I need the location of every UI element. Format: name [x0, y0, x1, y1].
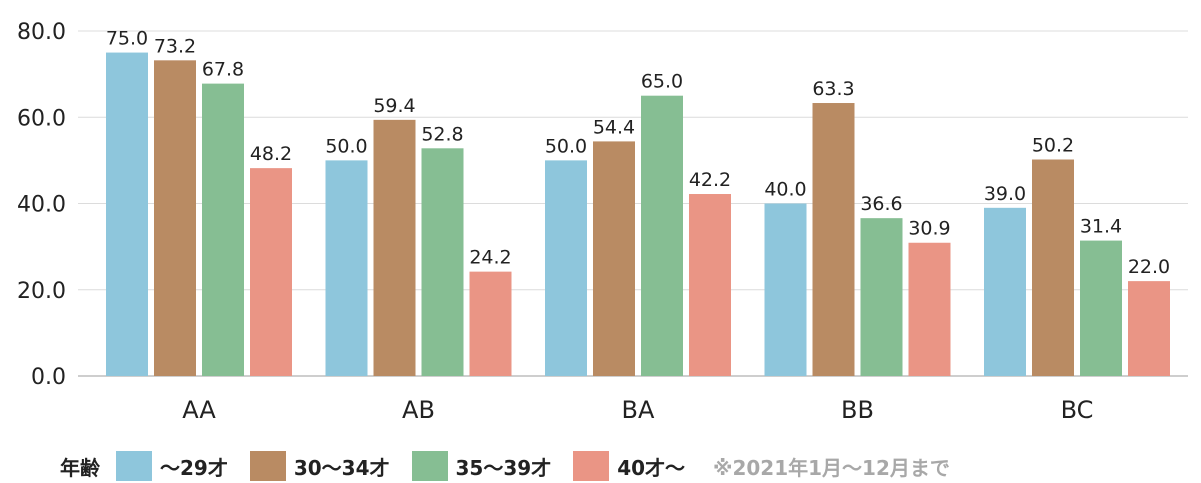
bar	[908, 242, 951, 376]
data-label: 63.3	[812, 78, 854, 100]
legend-item-40-plus: 40才〜	[573, 451, 685, 481]
legend-label: 〜29才	[160, 455, 228, 480]
data-label: 39.0	[984, 183, 1026, 205]
data-label: 24.2	[469, 247, 511, 269]
bar	[641, 95, 683, 376]
bar	[421, 148, 464, 376]
data-label: 75.0	[106, 28, 148, 50]
bar	[689, 194, 731, 376]
x-axis-categories: AA AB BA BB BC	[182, 396, 1093, 424]
data-label: 48.2	[250, 143, 292, 165]
x-category-label: AB	[402, 396, 435, 424]
legend-label: 40才〜	[617, 455, 686, 480]
data-label: 67.8	[202, 59, 244, 81]
data-label: 54.4	[593, 116, 635, 138]
y-tick-label: 40.0	[17, 193, 66, 218]
bar	[202, 83, 244, 377]
legend-swatch	[116, 451, 152, 481]
legend-title: 年齢	[60, 455, 100, 480]
y-tick-label: 20.0	[17, 279, 66, 304]
bar	[106, 52, 148, 376]
data-label: 42.2	[689, 169, 731, 191]
legend-swatch	[249, 451, 286, 481]
bar	[1032, 159, 1074, 376]
bar	[154, 60, 196, 376]
data-label: 50.0	[545, 135, 587, 157]
period-note: ※2021年1月〜12月まで	[713, 455, 950, 480]
bar	[593, 141, 635, 376]
bar	[1128, 281, 1170, 376]
legend-swatch	[411, 451, 448, 481]
x-category-label: AA	[182, 396, 216, 424]
data-label: 22.0	[1128, 256, 1170, 278]
data-label: 50.0	[325, 135, 367, 157]
value-labels: 75.0 73.2 67.8 48.2 50.0 59.4 52.8 24.2 50.0 54.4…	[106, 28, 1170, 279]
bar	[860, 218, 903, 376]
legend-swatch	[573, 451, 610, 481]
y-tick-label: 80.0	[17, 20, 66, 45]
bar	[764, 203, 807, 376]
bar	[250, 168, 292, 376]
legend-item-35-39: 35〜39才	[411, 451, 552, 481]
y-tick-label: 0.0	[31, 365, 66, 390]
data-label: 50.2	[1032, 135, 1074, 157]
legend-item-under-29: 〜29才	[116, 451, 228, 481]
x-category-label: BB	[841, 396, 874, 424]
data-label: 31.4	[1080, 216, 1122, 238]
legend-label: 30〜34才	[293, 455, 390, 480]
data-label: 36.6	[860, 193, 902, 215]
bars	[106, 52, 1170, 377]
x-category-label: BA	[622, 396, 655, 424]
bar	[325, 160, 368, 376]
legend-item-30-34: 30〜34才	[249, 451, 390, 481]
y-tick-label: 60.0	[17, 106, 66, 131]
bar	[984, 207, 1026, 376]
data-label: 59.4	[373, 95, 415, 117]
bar	[545, 160, 587, 376]
data-label: 52.8	[421, 123, 463, 145]
bar	[469, 271, 512, 376]
bar	[812, 103, 855, 377]
data-label: 65.0	[641, 71, 683, 93]
bar-chart: 0.0 20.0 40.0 60.0 80.0 75.0 73.2 67.8 48.2 50.0…	[17, 20, 1188, 424]
y-axis-ticks: 0.0 20.0 40.0 60.0 80.0	[17, 20, 66, 390]
data-label: 40.0	[764, 179, 806, 201]
legend-label: 35〜39才	[455, 455, 552, 480]
bar	[1080, 240, 1122, 376]
x-category-label: BC	[1061, 396, 1094, 424]
data-label: 73.2	[154, 35, 196, 57]
legend: 年齢 〜29才 30〜34才 35〜39才 40才〜 ※2021年1月〜12月ま…	[60, 450, 950, 482]
data-label: 30.9	[908, 218, 950, 240]
bar	[373, 119, 416, 377]
